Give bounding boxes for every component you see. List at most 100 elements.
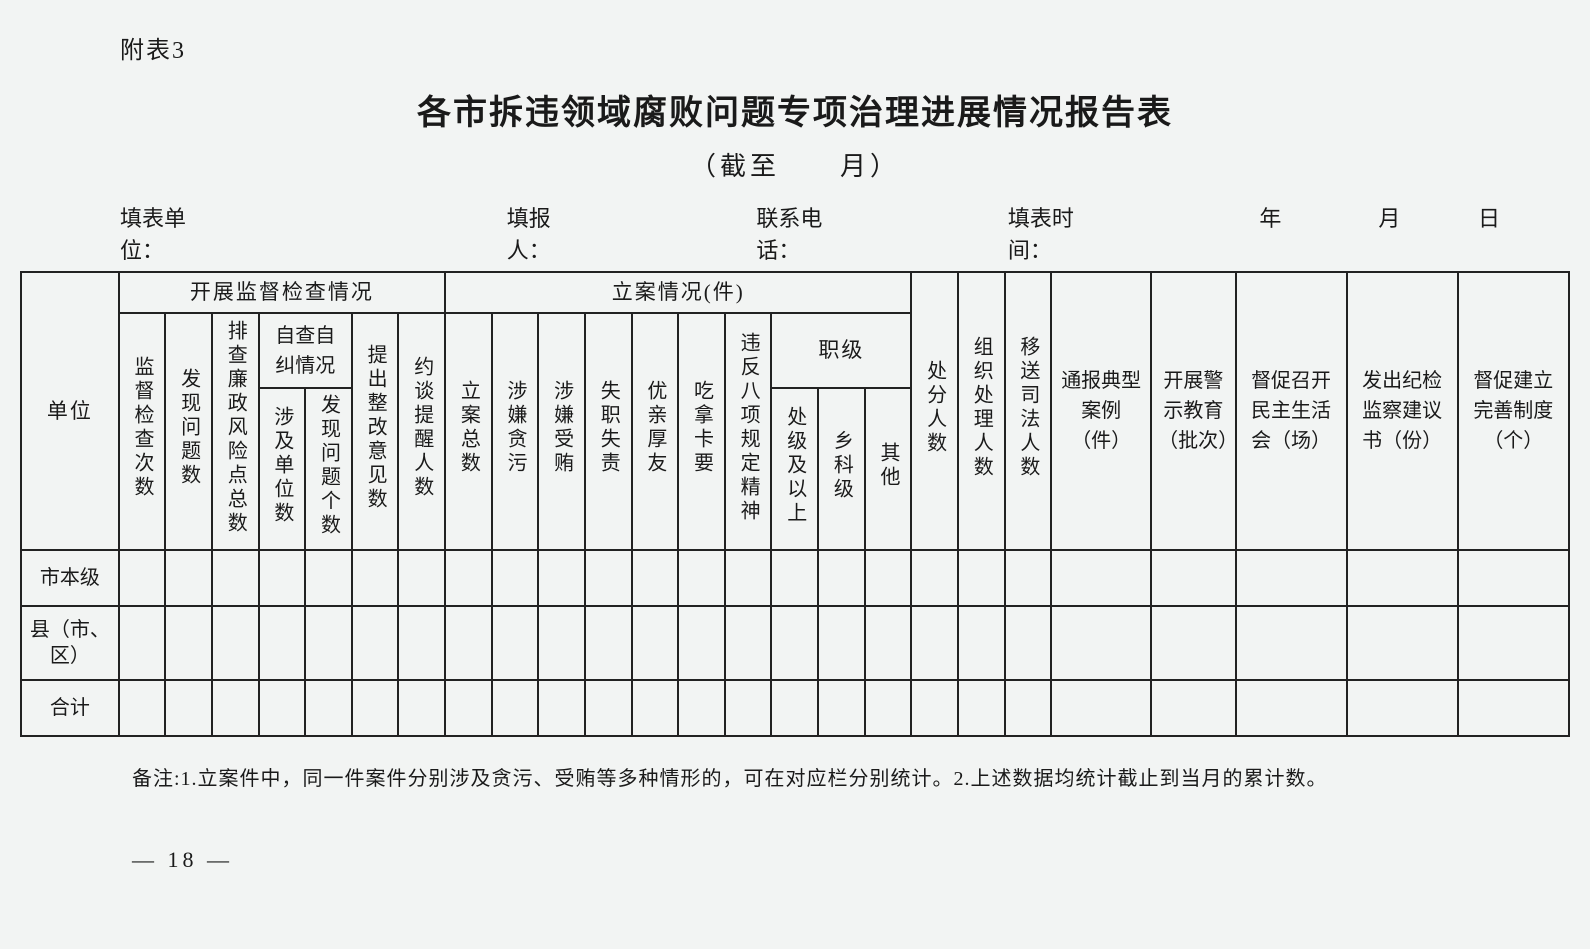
col-zhiji-group: 职级: [771, 313, 911, 388]
meta-filltime-label: 填表时间：: [1008, 201, 1114, 265]
cell: [212, 680, 259, 736]
cell: [771, 680, 818, 736]
appendix-label: 附表3: [120, 30, 1570, 65]
cell: [1151, 680, 1235, 736]
subtitle: （截至 月）: [20, 146, 1570, 183]
table-row: 合计: [21, 680, 1569, 736]
cell: [398, 680, 445, 736]
cell: [911, 550, 958, 606]
cell: [259, 606, 306, 680]
cell: [212, 550, 259, 606]
cell: [445, 606, 492, 680]
cell: [1005, 550, 1052, 606]
cell: [305, 606, 352, 680]
col-shizhi: 失职失责: [585, 313, 632, 550]
cell: [492, 680, 539, 736]
cell: [398, 550, 445, 606]
cell: [1347, 680, 1458, 736]
cell: [1236, 550, 1347, 606]
row-label-2: 县（市、区）: [21, 606, 119, 680]
cell: [911, 680, 958, 736]
cell: [865, 606, 912, 680]
cell: [1458, 606, 1569, 680]
cell: [911, 606, 958, 680]
cell: [725, 606, 772, 680]
col-zhiji-b: 乡科级: [818, 388, 865, 550]
col-unit: 单位: [21, 272, 119, 550]
col-zhiji-c: 其他: [865, 388, 912, 550]
cell: [1051, 606, 1151, 680]
group-case: 立案情况(件): [445, 272, 911, 313]
cell: [1005, 606, 1052, 680]
cell: [492, 606, 539, 680]
cell: [1236, 606, 1347, 680]
table-row: 县（市、区）: [21, 606, 1569, 680]
meta-reporter-label: 填报人：: [507, 201, 592, 265]
col-lian: 立案总数: [445, 313, 492, 550]
col-jiandu: 监督检查次数: [119, 313, 166, 550]
cell: [1458, 550, 1569, 606]
meta-year-label: 年: [1259, 201, 1281, 265]
cell: [1151, 550, 1235, 606]
col-yuetan: 约谈提醒人数: [398, 313, 445, 550]
cell: [165, 680, 212, 736]
cell: [538, 606, 585, 680]
cell: [212, 606, 259, 680]
col-jingshi: 开展警示教育（批次）: [1151, 272, 1235, 550]
cell: [492, 550, 539, 606]
cell: [119, 606, 166, 680]
col-tongbao: 通报典型案例（件）: [1051, 272, 1151, 550]
cell: [1005, 680, 1052, 736]
table-row: 市本级: [21, 550, 1569, 606]
cell: [771, 550, 818, 606]
cell: [119, 550, 166, 606]
cell: [445, 550, 492, 606]
report-table: 单位 开展监督检查情况 立案情况(件) 处分人数 组织处理人数 移送司法人数 通…: [20, 271, 1570, 737]
cell: [305, 550, 352, 606]
cell: [1347, 606, 1458, 680]
col-zhidu: 督促建立完善制度（个）: [1458, 272, 1569, 550]
cell: [725, 550, 772, 606]
cell: [119, 680, 166, 736]
cell: [585, 606, 632, 680]
cell: [818, 680, 865, 736]
col-shouhui: 涉嫌受贿: [538, 313, 585, 550]
col-chufen: 处分人数: [911, 272, 958, 550]
page-number: — 18 —: [20, 847, 1570, 873]
cell: [725, 680, 772, 736]
cell: [1051, 680, 1151, 736]
cell: [585, 550, 632, 606]
main-title: 各市拆违领域腐败问题专项治理进展情况报告表: [20, 85, 1570, 134]
col-paicha: 排查廉政风险点总数: [212, 313, 259, 550]
cell: [1151, 606, 1235, 680]
page-container: 附表3 各市拆违领域腐败问题专项治理进展情况报告表 （截至 月） 填表单位： 填…: [20, 30, 1570, 873]
cell: [771, 606, 818, 680]
footnote: 备注:1.立案件中，同一件案件分别涉及贪污、受贿等多种情形的，可在对应栏分别统计…: [20, 761, 1570, 797]
cell: [958, 680, 1005, 736]
cell: [538, 550, 585, 606]
col-youqin: 优亲厚友: [632, 313, 679, 550]
col-zicha-group: 自查自纠情况: [259, 313, 352, 388]
meta-row: 填表单位： 填报人： 联系电话： 填表时间： 年 月 日: [20, 201, 1570, 265]
cell: [352, 680, 399, 736]
cell: [585, 680, 632, 736]
meta-unit-label: 填表单位：: [120, 201, 226, 265]
cell: [865, 550, 912, 606]
cell: [678, 680, 725, 736]
col-minzhu: 督促召开民主生活会（场）: [1236, 272, 1347, 550]
col-weifan: 违反八项规定精神: [725, 313, 772, 550]
col-tichu: 提出整改意见数: [352, 313, 399, 550]
group-supervision: 开展监督检查情况: [119, 272, 445, 313]
col-china: 吃拿卡要: [678, 313, 725, 550]
cell: [632, 606, 679, 680]
cell: [632, 680, 679, 736]
cell: [818, 606, 865, 680]
cell: [352, 606, 399, 680]
col-zicha-a: 涉及单位数: [259, 388, 306, 550]
cell: [1458, 680, 1569, 736]
cell: [259, 680, 306, 736]
col-tanwu: 涉嫌贪污: [492, 313, 539, 550]
cell: [259, 550, 306, 606]
cell: [958, 606, 1005, 680]
cell: [165, 550, 212, 606]
